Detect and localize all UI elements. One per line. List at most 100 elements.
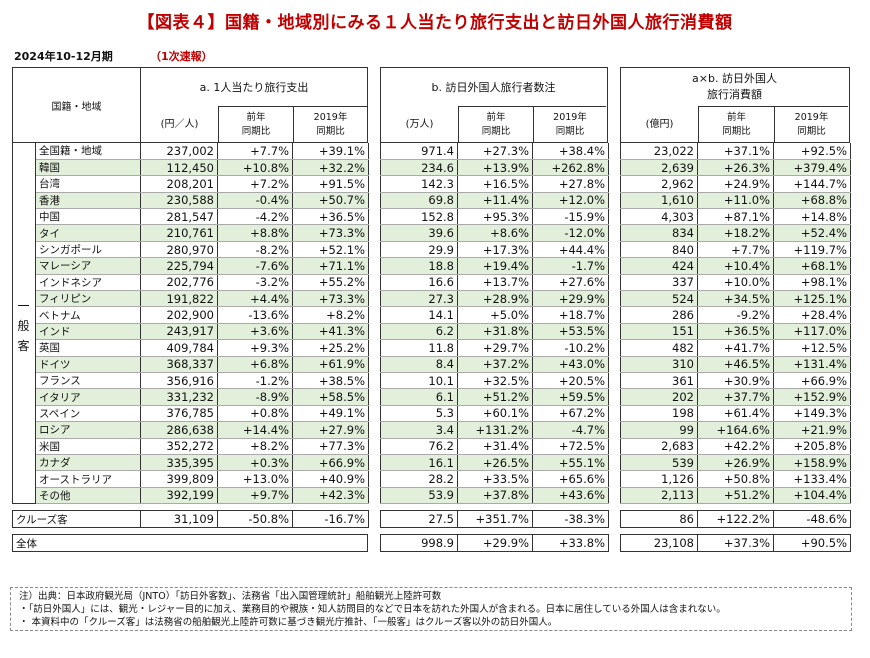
yoy-line1: 前年	[486, 112, 506, 123]
cell: +152.9%	[773, 388, 851, 406]
notes-box: 注）出典：日本政府観光局（JNTO）「訪日外客数」、法務省「出入国管理統計」船舶…	[10, 587, 852, 631]
cell: 10.1	[380, 372, 458, 390]
b-unit: (万人)	[405, 119, 434, 130]
cell: 280,970	[140, 241, 218, 259]
cell: +37.8%	[457, 487, 533, 505]
cell: +8.2%	[292, 306, 369, 324]
cell: +51.2%	[457, 388, 533, 406]
table-row: インドネシア 202,776 -3.2% +55.2%	[13, 274, 369, 292]
cell: 76.2	[380, 438, 458, 455]
cell: 18.8	[380, 257, 458, 275]
cell: 482	[620, 339, 698, 357]
cell: 368,337	[140, 356, 218, 373]
cell: +61.9%	[292, 356, 369, 373]
cell: +42.2%	[697, 438, 774, 455]
general-visitors-char: 客	[17, 339, 30, 353]
region-name: フィリピン	[35, 290, 141, 308]
a-unit: (円／人)	[160, 119, 199, 130]
cell: +13.9%	[457, 159, 533, 177]
table-row: タイ 210,761 +8.8% +73.3%	[13, 224, 369, 242]
table-row: 2,113 +51.2% +104.4%	[620, 487, 851, 505]
cell: +50.8%	[697, 470, 774, 488]
cell: +20.5%	[532, 372, 609, 390]
cell: +31.8%	[457, 323, 533, 341]
v19-line2: 同期比	[797, 126, 826, 137]
cell: 335,395	[140, 454, 218, 472]
cell: 99	[620, 421, 698, 439]
table-row: インド 243,917 +3.6% +41.3%	[13, 323, 369, 341]
region-name: ドイツ	[35, 356, 141, 373]
cell: +11.4%	[457, 192, 533, 210]
region-name: 米国	[35, 438, 141, 455]
group-a-table: 全国籍・地域 237,002 +7.7% +39.1% 韓国 112,450 +10.8% +…	[12, 143, 369, 505]
note-cruise: ・ 本資料中の「クルーズ客」は法務省の船舶観光上陸許可数に基づき観光庁推計、「一…	[19, 617, 558, 628]
cell: +33.8%	[532, 534, 609, 552]
cell: +25.2%	[292, 339, 369, 357]
b-yoy-header: 前年 同期比	[458, 106, 533, 143]
table-row: 10.1 +32.5% +20.5%	[380, 372, 609, 390]
cell: +39.1%	[292, 143, 369, 160]
table-row: 14.1 +5.0% +18.7%	[380, 306, 609, 324]
group-b: b. 訪日外国人旅行者数注 (万人) 前年 同期比 2019年 同期比 971.4 +…	[380, 67, 609, 553]
table-row: 6.1 +51.2% +59.5%	[380, 388, 609, 406]
table-row: 76.2 +31.4% +72.5%	[380, 438, 609, 455]
cell: 524	[620, 290, 698, 308]
cell: +26.9%	[697, 454, 774, 472]
table-row: 198 +61.4% +149.3%	[620, 405, 851, 423]
cell: +17.3%	[457, 241, 533, 259]
table-row: 310 +46.5% +131.4%	[620, 356, 851, 373]
cell: +40.9%	[292, 470, 369, 488]
cell: +119.7%	[773, 241, 851, 259]
table-row: 202 +37.7% +152.9%	[620, 388, 851, 406]
cell: +30.9%	[697, 372, 774, 390]
cell: +67.2%	[532, 405, 609, 423]
cell: +27.8%	[532, 175, 609, 193]
cell: +37.1%	[697, 143, 774, 160]
cell: +133.4%	[773, 470, 851, 488]
cell: +11.0%	[697, 192, 774, 210]
cell: +29.9%	[532, 290, 609, 308]
cell: +8.8%	[217, 224, 293, 242]
cell: 840	[620, 241, 698, 259]
cell: +379.4%	[773, 159, 851, 177]
cell: 243,917	[140, 323, 218, 341]
v19-line1: 2019年	[313, 112, 348, 123]
cell: +41.7%	[697, 339, 774, 357]
cell: +3.6%	[217, 323, 293, 341]
b-title: b. 訪日外国人旅行者数注	[431, 81, 556, 94]
cell: 1,610	[620, 192, 698, 210]
period-label: 2024年10-12月期	[14, 50, 113, 63]
table-row: 英国 409,784 +9.3% +25.2%	[13, 339, 369, 357]
cell: -8.9%	[217, 388, 293, 406]
cell: 202,776	[140, 274, 218, 292]
cell: +34.5%	[697, 290, 774, 308]
cell: +43.6%	[532, 487, 609, 505]
cell: -15.9%	[532, 208, 609, 226]
table-row: 337 +10.0% +98.1%	[620, 274, 851, 292]
table-row: スペイン 376,785 +0.8% +49.1%	[13, 405, 369, 423]
cell: +61.4%	[697, 405, 774, 423]
cell: 4,303	[620, 208, 698, 226]
table-row: 米国 352,272 +8.2% +77.3%	[13, 438, 369, 455]
cell: +36.5%	[292, 208, 369, 226]
cell: +8.6%	[457, 224, 533, 242]
cell: 834	[620, 224, 698, 242]
cell: +52.4%	[773, 224, 851, 242]
cell: +27.3%	[457, 143, 533, 160]
c-title-line1: a×b. 訪日外国人	[692, 72, 777, 85]
total-label: 全体	[12, 534, 368, 552]
cell: 6.1	[380, 388, 458, 406]
cell: +41.3%	[292, 323, 369, 341]
table-row: マレーシア 225,794 -7.6% +71.1%	[13, 257, 369, 275]
cell: +51.2%	[697, 487, 774, 505]
cell: +18.2%	[697, 224, 774, 242]
cell: +9.3%	[217, 339, 293, 357]
cell: 28.2	[380, 470, 458, 488]
cell: +73.3%	[292, 290, 369, 308]
a-2019-header: 2019年 同期比	[293, 106, 367, 143]
cell: +24.9%	[697, 175, 774, 193]
cell: +122.2%	[697, 510, 774, 528]
cell: 16.6	[380, 274, 458, 292]
cell: +205.8%	[773, 438, 851, 455]
cell: +37.3%	[697, 534, 774, 552]
